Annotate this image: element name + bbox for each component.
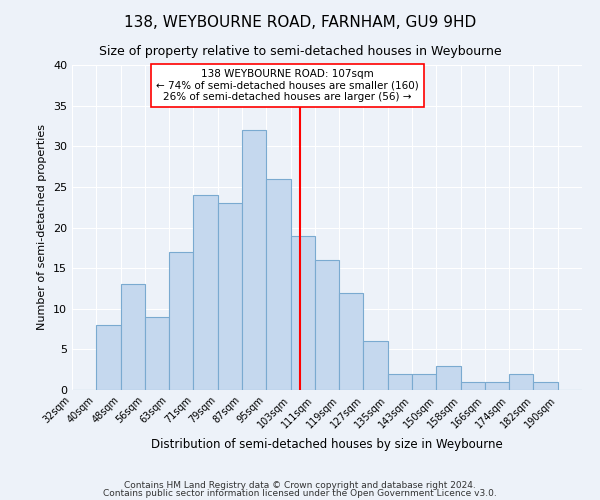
Bar [242, 130, 266, 390]
Bar [290, 236, 315, 390]
Text: 138 WEYBOURNE ROAD: 107sqm
← 74% of semi-detached houses are smaller (160)
26% o: 138 WEYBOURNE ROAD: 107sqm ← 74% of semi… [156, 69, 419, 102]
Bar [388, 374, 412, 390]
Bar [121, 284, 145, 390]
Text: Size of property relative to semi-detached houses in Weybourne: Size of property relative to semi-detach… [98, 45, 502, 58]
Text: Contains public sector information licensed under the Open Government Licence v3: Contains public sector information licen… [103, 489, 497, 498]
Bar [218, 203, 242, 390]
Bar [266, 179, 290, 390]
Bar [145, 317, 169, 390]
Text: 138, WEYBOURNE ROAD, FARNHAM, GU9 9HD: 138, WEYBOURNE ROAD, FARNHAM, GU9 9HD [124, 15, 476, 30]
Bar [485, 382, 509, 390]
Bar [364, 341, 388, 390]
Text: Contains HM Land Registry data © Crown copyright and database right 2024.: Contains HM Land Registry data © Crown c… [124, 480, 476, 490]
Bar [315, 260, 339, 390]
Bar [169, 252, 193, 390]
Bar [412, 374, 436, 390]
Bar [461, 382, 485, 390]
Bar [533, 382, 558, 390]
Bar [96, 325, 121, 390]
Y-axis label: Number of semi-detached properties: Number of semi-detached properties [37, 124, 47, 330]
Bar [193, 195, 218, 390]
Bar [436, 366, 461, 390]
X-axis label: Distribution of semi-detached houses by size in Weybourne: Distribution of semi-detached houses by … [151, 438, 503, 451]
Bar [339, 292, 364, 390]
Bar [509, 374, 533, 390]
